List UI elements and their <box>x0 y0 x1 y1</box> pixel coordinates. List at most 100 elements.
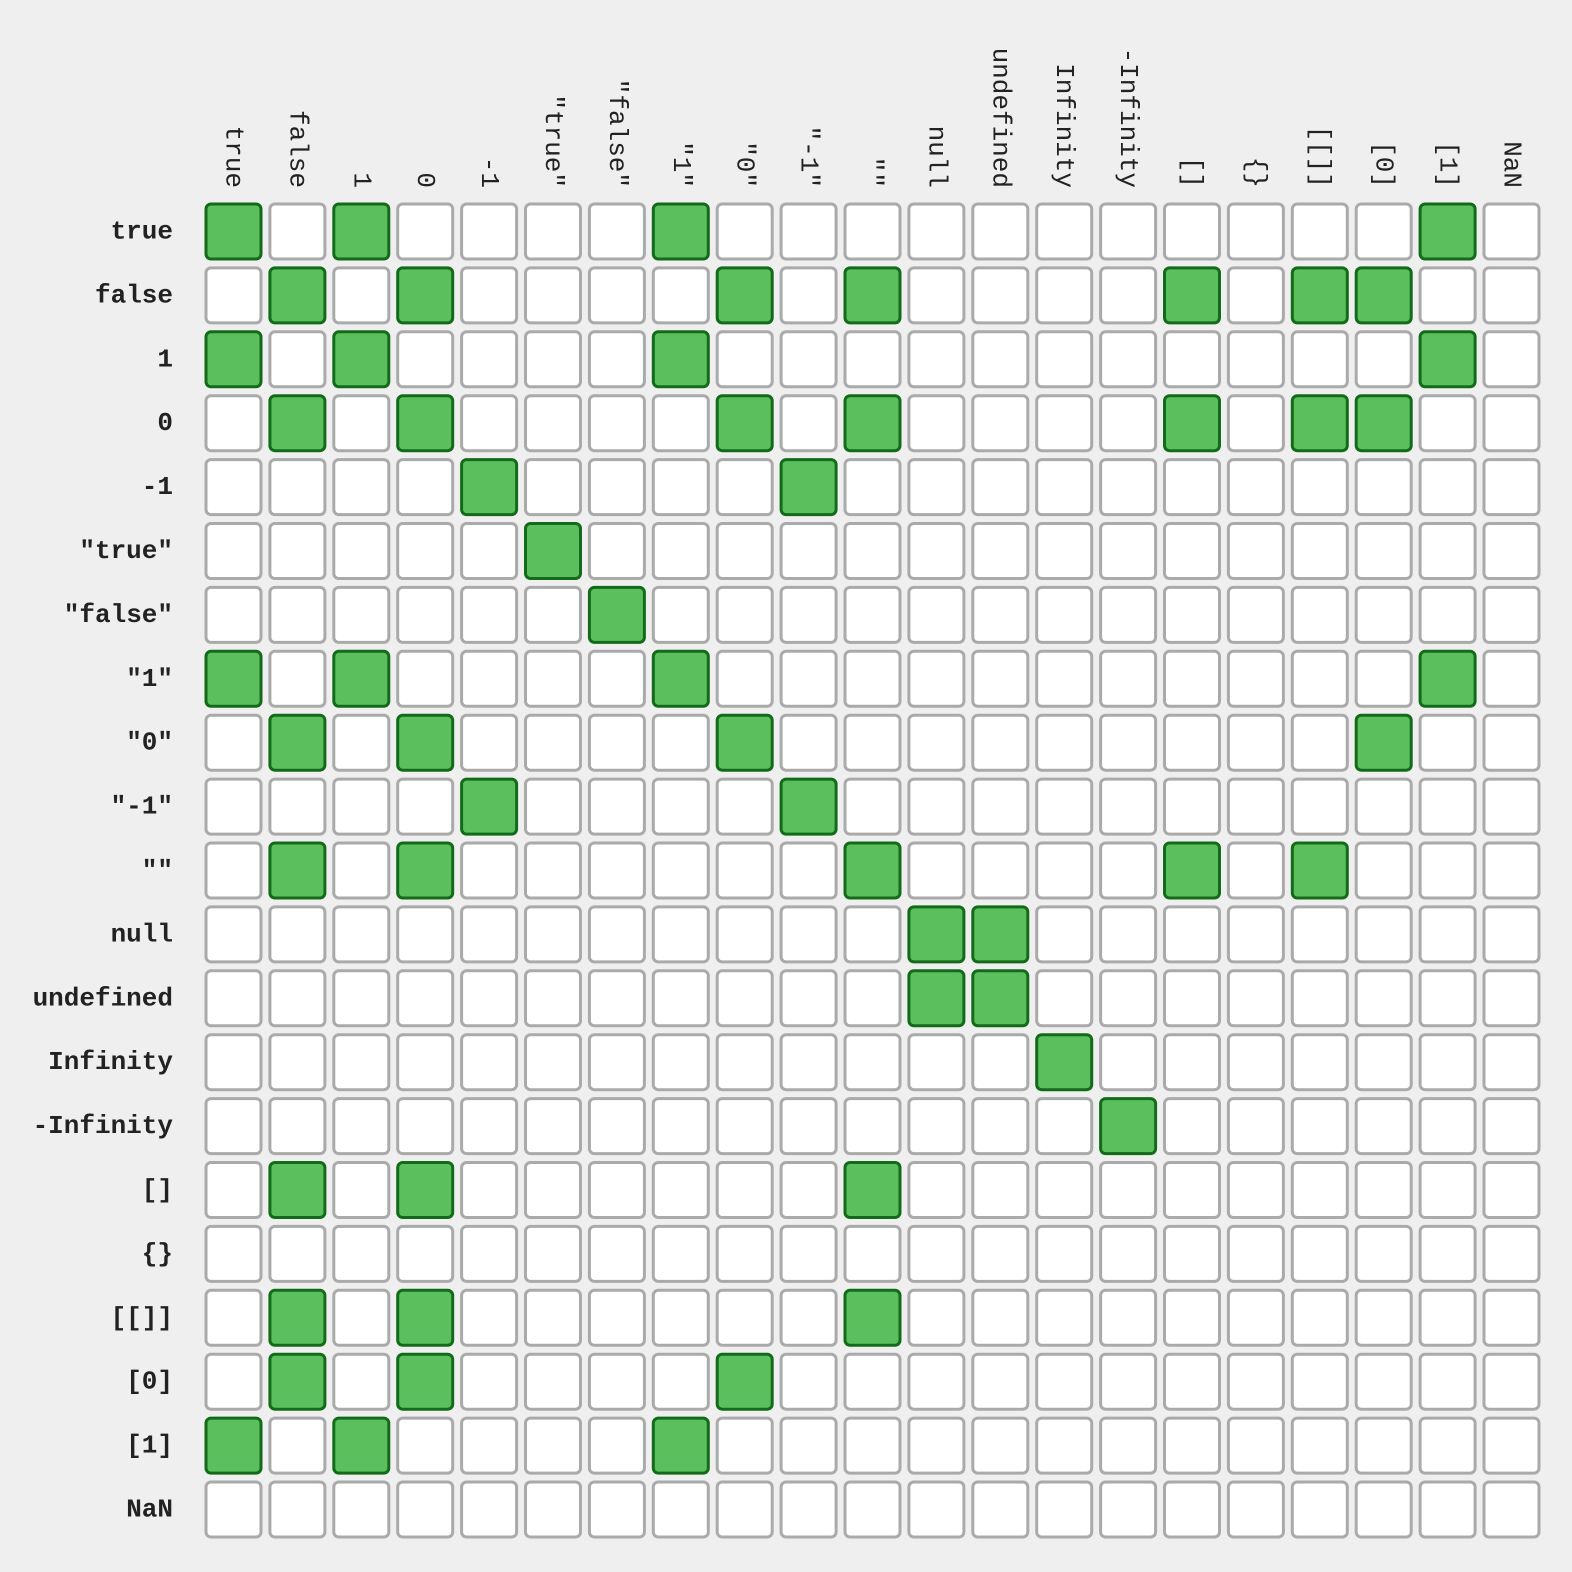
cell-r20-c15-not-equal <box>1163 1480 1221 1539</box>
column-label-null-11: null <box>921 126 951 188</box>
cell-r20-c8-not-equal <box>715 1480 774 1539</box>
cell-r19-c7-equal <box>651 1416 710 1475</box>
cell-r11-c5-not-equal <box>524 905 582 964</box>
cell-r17-c6-not-equal <box>587 1288 646 1347</box>
cell-r10-c7-not-equal <box>651 841 710 900</box>
cell-r10-c1-equal <box>268 841 327 900</box>
cell-r7-c2-equal <box>332 649 391 708</box>
cell-r12-c6-not-equal <box>587 969 646 1028</box>
cell-r17-c1-equal <box>268 1288 327 1347</box>
cell-r16-c5-not-equal <box>524 1224 582 1283</box>
cell-r15-c18-not-equal <box>1354 1161 1413 1219</box>
cell-r6-c7-not-equal <box>651 585 710 644</box>
cell-r6-c14-not-equal <box>1099 585 1158 644</box>
cell-r17-c10-equal <box>843 1288 902 1347</box>
cell-r17-c5-not-equal <box>524 1288 582 1347</box>
cell-r11-c15-not-equal <box>1163 905 1221 964</box>
cell-r17-c3-equal <box>396 1288 455 1347</box>
cell-r17-c0-not-equal <box>204 1288 263 1347</box>
cell-r9-c3-not-equal <box>396 777 455 836</box>
column-label-0-3: 0 <box>410 172 440 188</box>
cell-r14-c0-not-equal <box>204 1097 263 1156</box>
row-label-1-7: "1" <box>126 664 173 694</box>
cell-r9-c8-not-equal <box>715 777 774 836</box>
column-label-1-19: [1] <box>1433 141 1463 188</box>
row-label-true-5: "true" <box>79 536 173 566</box>
cell-r12-c10-not-equal <box>843 969 902 1028</box>
cell-r15-c15-not-equal <box>1163 1161 1221 1219</box>
cell-r12-c20-not-equal <box>1482 969 1541 1028</box>
cell-r0-c9-not-equal <box>779 202 838 261</box>
cell-r10-c3-equal <box>396 841 455 900</box>
cell-r9-c19-not-equal <box>1418 777 1477 836</box>
cell-r2-c16-not-equal <box>1226 330 1285 389</box>
cell-r8-c7-not-equal <box>651 713 710 772</box>
cell-r11-c7-not-equal <box>651 905 710 964</box>
cell-r15-c14-not-equal <box>1099 1161 1158 1219</box>
cell-r5-c15-not-equal <box>1163 522 1221 580</box>
cell-r14-c4-not-equal <box>460 1097 519 1156</box>
cell-r5-c7-not-equal <box>651 522 710 580</box>
cell-r18-c3-equal <box>396 1352 455 1411</box>
cell-r8-c20-not-equal <box>1482 713 1541 772</box>
cell-r0-c10-not-equal <box>843 202 902 261</box>
cell-r7-c16-not-equal <box>1226 649 1285 708</box>
cell-r18-c14-not-equal <box>1099 1352 1158 1411</box>
cell-r13-c18-not-equal <box>1354 1033 1413 1092</box>
cell-r19-c1-not-equal <box>268 1416 327 1475</box>
row-label-1-9: "-1" <box>111 792 173 822</box>
cell-r12-c8-not-equal <box>715 969 774 1028</box>
cell-r10-c5-not-equal <box>524 841 582 900</box>
column-label-1-7: "1" <box>666 141 696 188</box>
cell-r19-c13-not-equal <box>1035 1416 1094 1475</box>
cell-r12-c5-not-equal <box>524 969 582 1028</box>
cell-r5-c9-not-equal <box>779 522 838 580</box>
cell-r1-c17-equal <box>1290 266 1349 325</box>
cell-r16-c20-not-equal <box>1482 1224 1541 1283</box>
cell-r12-c14-not-equal <box>1099 969 1158 1028</box>
cell-r6-c18-not-equal <box>1354 585 1413 644</box>
cell-r18-c13-not-equal <box>1035 1352 1094 1411</box>
cell-r5-c16-not-equal <box>1226 522 1285 580</box>
cell-r9-c14-not-equal <box>1099 777 1158 836</box>
cell-r0-c13-not-equal <box>1035 202 1094 261</box>
cell-r3-c18-equal <box>1354 394 1413 453</box>
cell-r10-c2-not-equal <box>332 841 391 900</box>
cell-r0-c19-equal <box>1418 202 1477 261</box>
cell-r9-c6-not-equal <box>587 777 646 836</box>
cell-r15-c11-not-equal <box>907 1161 966 1219</box>
cell-r13-c12-not-equal <box>971 1033 1030 1092</box>
cell-r6-c3-not-equal <box>396 585 455 644</box>
cell-r10-c14-not-equal <box>1099 841 1158 900</box>
cell-r0-c15-not-equal <box>1163 202 1221 261</box>
cell-r14-c2-not-equal <box>332 1097 391 1156</box>
cell-r14-c7-not-equal <box>651 1097 710 1156</box>
cell-r2-c0-equal <box>204 330 263 389</box>
cell-r12-c15-not-equal <box>1163 969 1221 1028</box>
cell-r12-c2-not-equal <box>332 969 391 1028</box>
cell-r0-c7-equal <box>651 202 710 261</box>
cell-r17-c14-not-equal <box>1099 1288 1158 1347</box>
cell-r15-c6-not-equal <box>587 1161 646 1219</box>
cell-r15-c1-equal <box>268 1161 327 1219</box>
cell-r19-c11-not-equal <box>907 1416 966 1475</box>
cell-r4-c20-not-equal <box>1482 458 1541 517</box>
cell-r16-c6-not-equal <box>587 1224 646 1283</box>
cell-r12-c3-not-equal <box>396 969 455 1028</box>
cell-r18-c12-not-equal <box>971 1352 1030 1411</box>
cell-r4-c16-not-equal <box>1226 458 1285 517</box>
cell-r1-c3-equal <box>396 266 455 325</box>
cell-r5-c11-not-equal <box>907 522 966 580</box>
cell-r12-c7-not-equal <box>651 969 710 1028</box>
cell-r12-c12-equal <box>971 969 1030 1028</box>
cell-r11-c6-not-equal <box>587 905 646 964</box>
cell-r19-c16-not-equal <box>1226 1416 1285 1475</box>
cell-r17-c18-not-equal <box>1354 1288 1413 1347</box>
cell-r5-c19-not-equal <box>1418 522 1477 580</box>
cell-r7-c3-not-equal <box>396 649 455 708</box>
cell-r16-c12-not-equal <box>971 1224 1030 1283</box>
cell-r8-c11-not-equal <box>907 713 966 772</box>
cell-r6-c20-not-equal <box>1482 585 1541 644</box>
cell-r8-c16-not-equal <box>1226 713 1285 772</box>
cell-r4-c10-not-equal <box>843 458 902 517</box>
